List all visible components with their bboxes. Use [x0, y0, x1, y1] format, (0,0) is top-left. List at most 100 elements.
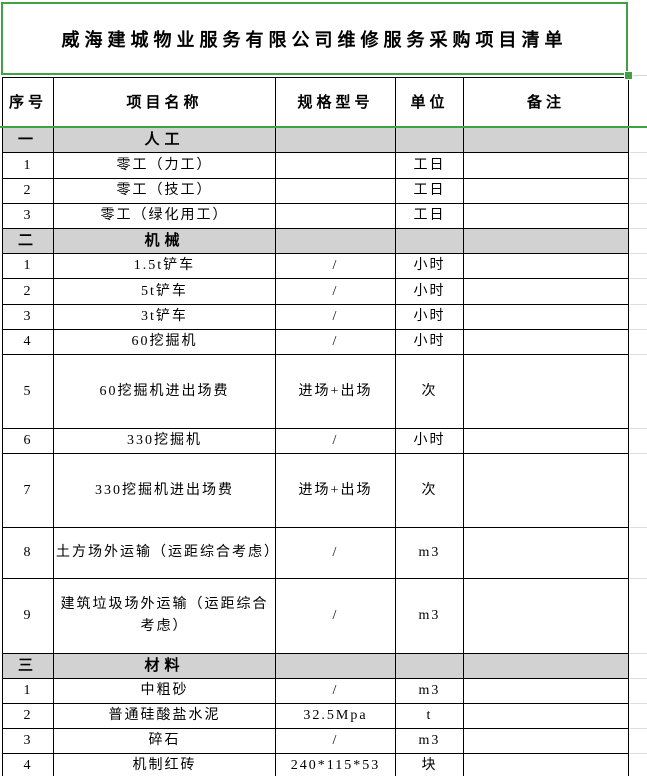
cell-unit[interactable]: 小时 [395, 253, 464, 279]
cell-name[interactable]: 碎石 [53, 728, 276, 754]
cell-unit[interactable]: 小时 [395, 278, 464, 305]
cell-spec[interactable]: / [275, 329, 396, 355]
cell-name[interactable]: 土方场外运输（运距综合考虑） [53, 527, 276, 579]
cell-no[interactable]: 2 [2, 703, 54, 729]
cell-spec[interactable] [275, 203, 396, 229]
cell-spec[interactable]: / [275, 304, 396, 330]
cell-unit[interactable]: 工日 [395, 178, 464, 204]
cell-no[interactable]: 7 [2, 453, 54, 528]
cell-name[interactable]: 材料 [53, 653, 276, 679]
cell-spec[interactable]: 240*115*53 [275, 753, 396, 776]
cell-note[interactable] [463, 428, 629, 454]
cell-note[interactable] [463, 127, 629, 153]
column-header-no[interactable]: 序号 [2, 77, 54, 128]
cell-unit[interactable] [395, 653, 464, 679]
cell-spec[interactable] [275, 127, 396, 153]
cell-note[interactable] [463, 753, 629, 776]
cell-spec[interactable]: / [275, 578, 396, 654]
cell-note[interactable] [463, 278, 629, 305]
cell-name[interactable]: 机制红砖 [53, 753, 276, 776]
cell-note[interactable] [463, 304, 629, 330]
cell-spec[interactable]: / [275, 678, 396, 704]
cell-note[interactable] [463, 253, 629, 279]
cell-note[interactable] [463, 678, 629, 704]
cell-spec[interactable] [275, 228, 396, 254]
cell-no[interactable]: 4 [2, 329, 54, 355]
cell-spec[interactable]: / [275, 278, 396, 305]
cell-unit[interactable]: 次 [395, 453, 464, 528]
cell-name[interactable]: 零工（力工） [53, 152, 276, 179]
cell-note[interactable] [463, 354, 629, 429]
cell-no[interactable]: 1 [2, 678, 54, 704]
cell-name[interactable]: 3t铲车 [53, 304, 276, 330]
column-header-unit[interactable]: 单位 [395, 77, 464, 128]
cell-spec[interactable]: / [275, 428, 396, 454]
cell-note[interactable] [463, 728, 629, 754]
selection-fill-handle[interactable] [624, 71, 633, 80]
cell-unit[interactable] [395, 127, 464, 153]
cell-name[interactable]: 人工 [53, 127, 276, 153]
cell-no[interactable]: 3 [2, 304, 54, 330]
cell-note[interactable] [463, 453, 629, 528]
cell-spec[interactable]: 32.5Mpa [275, 703, 396, 729]
cell-spec[interactable]: / [275, 728, 396, 754]
cell-name[interactable]: 零工（绿化用工） [53, 203, 276, 229]
cell-unit[interactable]: 工日 [395, 152, 464, 179]
cell-spec[interactable] [275, 178, 396, 204]
cell-note[interactable] [463, 178, 629, 204]
column-header-spec[interactable]: 规格型号 [275, 77, 396, 128]
cell-no[interactable]: 9 [2, 578, 54, 654]
cell-note[interactable] [463, 578, 629, 654]
cell-name[interactable]: 60挖掘机 [53, 329, 276, 355]
cell-no[interactable]: 1 [2, 253, 54, 279]
cell-name[interactable]: 1.5t铲车 [53, 253, 276, 279]
cell-no[interactable]: 2 [2, 178, 54, 204]
cell-spec[interactable]: 进场+出场 [275, 354, 396, 429]
cell-no[interactable]: 8 [2, 527, 54, 579]
cell-note[interactable] [463, 703, 629, 729]
cell-no[interactable]: 4 [2, 753, 54, 776]
cell-spec[interactable]: / [275, 527, 396, 579]
column-header-name[interactable]: 项目名称 [53, 77, 276, 128]
cell-no[interactable]: 1 [2, 152, 54, 179]
title-cell-selected[interactable]: 威海建城物业服务有限公司维修服务采购项目清单 [1, 2, 628, 75]
cell-note[interactable] [463, 329, 629, 355]
cell-no[interactable]: 2 [2, 278, 54, 305]
cell-no[interactable]: 6 [2, 428, 54, 454]
cell-spec[interactable] [275, 653, 396, 679]
cell-name[interactable]: 建筑垃圾场外运输（运距综合考虑） [53, 578, 276, 654]
cell-unit[interactable]: m3 [395, 678, 464, 704]
cell-no[interactable]: 5 [2, 354, 54, 429]
cell-unit[interactable]: m3 [395, 527, 464, 579]
cell-unit[interactable]: 小时 [395, 304, 464, 330]
cell-name[interactable]: 60挖掘机进出场费 [53, 354, 276, 429]
cell-spec[interactable]: 进场+出场 [275, 453, 396, 528]
cell-name[interactable]: 中粗砂 [53, 678, 276, 704]
cell-unit[interactable]: 块 [395, 753, 464, 776]
cell-note[interactable] [463, 228, 629, 254]
cell-unit[interactable]: 小时 [395, 329, 464, 355]
cell-unit[interactable]: 小时 [395, 428, 464, 454]
cell-name[interactable]: 330挖掘机 [53, 428, 276, 454]
cell-unit[interactable]: m3 [395, 578, 464, 654]
cell-unit[interactable]: 工日 [395, 203, 464, 229]
cell-name[interactable]: 5t铲车 [53, 278, 276, 305]
cell-unit[interactable]: t [395, 703, 464, 729]
column-header-note[interactable]: 备注 [463, 77, 629, 128]
cell-note[interactable] [463, 152, 629, 179]
cell-unit[interactable] [395, 228, 464, 254]
cell-name[interactable]: 零工（技工） [53, 178, 276, 204]
cell-no[interactable]: 3 [2, 728, 54, 754]
cell-note[interactable] [463, 527, 629, 579]
cell-unit[interactable]: m3 [395, 728, 464, 754]
cell-spec[interactable] [275, 152, 396, 179]
cell-spec[interactable]: / [275, 253, 396, 279]
cell-name[interactable]: 机械 [53, 228, 276, 254]
cell-no[interactable]: 一 [2, 127, 54, 153]
cell-no[interactable]: 二 [2, 228, 54, 254]
cell-unit[interactable]: 次 [395, 354, 464, 429]
cell-name[interactable]: 330挖掘机进出场费 [53, 453, 276, 528]
cell-no[interactable]: 三 [2, 653, 54, 679]
cell-note[interactable] [463, 203, 629, 229]
cell-note[interactable] [463, 653, 629, 679]
